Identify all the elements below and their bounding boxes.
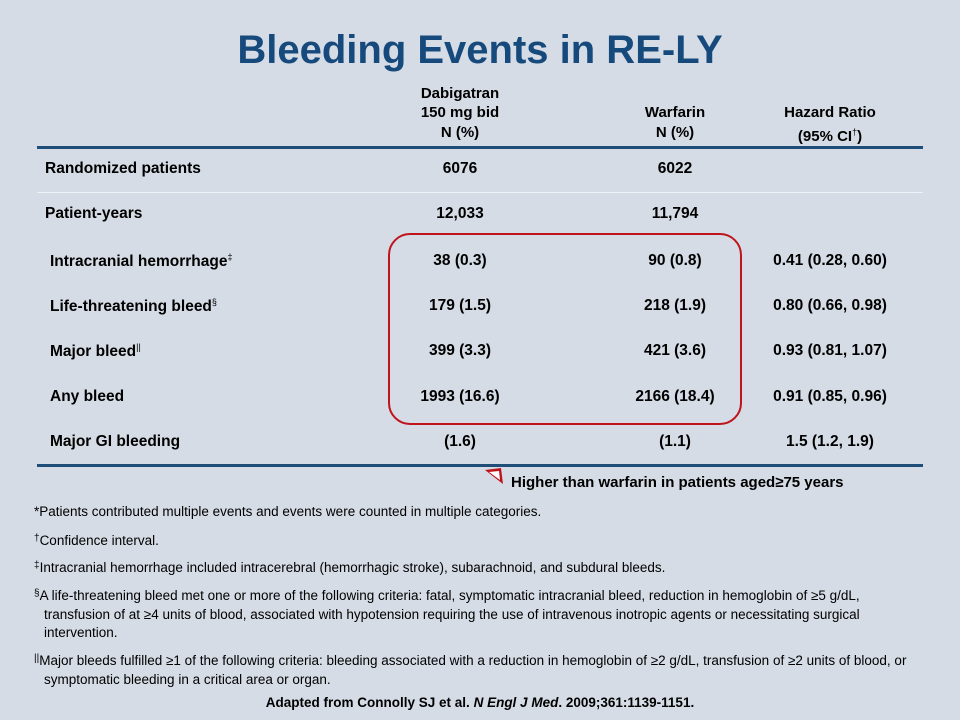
- highlight-box: [388, 233, 742, 425]
- callout-icon: [485, 468, 503, 484]
- table-cell: (1.1): [659, 433, 691, 450]
- table-cell: 1.5 (1.2, 1.9): [786, 433, 874, 450]
- table-cell: 38 (0.3): [433, 252, 487, 269]
- row-divider: [37, 192, 923, 193]
- table-cell: 11,794: [651, 205, 699, 222]
- column-header: Hazard Ratio: [730, 103, 930, 122]
- row-label: Intracranial hemorrhage‡: [50, 252, 232, 271]
- table-cell: 399 (3.3): [428, 342, 492, 359]
- footnote-marker: ‡: [34, 560, 40, 571]
- column-header: Warfarin: [575, 103, 775, 122]
- footnote-marker: §: [34, 588, 40, 599]
- source-text: . 2009;361:1139-1151.: [558, 695, 695, 710]
- header-text: Hazard Ratio: [784, 104, 876, 121]
- row-label-sup: §: [211, 297, 217, 307]
- column-header: N (%): [575, 123, 775, 142]
- header-text: N (%): [655, 123, 695, 141]
- row-label-text: Intracranial hemorrhage: [50, 253, 228, 270]
- footnote: †Confidence interval.: [34, 530, 924, 551]
- footnote-marker: ||: [34, 653, 40, 664]
- source-text: Adapted from Connolly SJ et al.: [265, 695, 474, 710]
- footnote: ‡Intracranial hemorrhage included intrac…: [34, 557, 924, 578]
- row-label-text: Any bleed: [50, 388, 125, 405]
- row-label-sup: ||: [136, 342, 141, 352]
- callout: Higher than warfarin in patients aged≥75…: [511, 474, 844, 491]
- table-cell: 12,033: [436, 205, 484, 222]
- row-label: Major bleed||: [50, 342, 141, 361]
- footnote-text: Patients contributed multiple events and…: [39, 504, 542, 519]
- row-label-text: Major GI bleeding: [50, 433, 181, 450]
- table-cell: 0.91 (0.85, 0.96): [773, 388, 887, 405]
- row-label: Major GI bleeding: [50, 433, 180, 451]
- table-cell: 0.80 (0.66, 0.98): [773, 297, 887, 314]
- header-text: ): [857, 127, 863, 145]
- header-text: 150 mg bid: [420, 104, 500, 121]
- column-header: Dabigatran: [360, 84, 560, 103]
- table-cell: 421 (3.6): [643, 342, 707, 359]
- footnote-text: Confidence interval.: [39, 533, 159, 548]
- header-text: (95% CI: [797, 127, 853, 145]
- column-header: N (%): [360, 123, 560, 142]
- header-text: Dabigatran: [420, 84, 500, 102]
- row-label-text: Randomized patients: [45, 160, 201, 177]
- table-cell: 179 (1.5): [428, 297, 492, 314]
- footnote-text: Intracranial hemorrhage included intrace…: [39, 560, 666, 575]
- table-cell: 0.93 (0.81, 1.07): [773, 342, 887, 359]
- header-text: N (%): [440, 123, 480, 141]
- header-sup: †: [852, 126, 858, 137]
- table-cell: 1993 (16.6): [420, 388, 500, 405]
- title: Bleeding Events in RE-LY: [237, 28, 723, 72]
- footnote-text: A life-threatening bleed met one or more…: [39, 588, 860, 640]
- table-cell: 90 (0.8): [648, 252, 702, 269]
- table-cell: (1.6): [444, 433, 476, 450]
- footnote: *Patients contributed multiple events an…: [34, 503, 924, 522]
- footnote-marker: †: [34, 533, 40, 544]
- row-label: Randomized patients: [45, 160, 201, 178]
- row-label-text: Patient-years: [45, 205, 143, 222]
- row-label: Patient-years: [45, 205, 142, 223]
- row-label-text: Major bleed: [50, 343, 137, 360]
- header-text: Warfarin: [644, 104, 706, 121]
- table-cell: 6022: [657, 160, 693, 177]
- table-top-rule: [37, 146, 923, 149]
- footnote: §A life-threatening bleed met one or mor…: [34, 585, 924, 643]
- column-header: 150 mg bid: [360, 103, 560, 122]
- row-label: Life-threatening bleed§: [50, 297, 217, 316]
- journal: N Engl J Med: [473, 695, 559, 710]
- source: Adapted from Connolly SJ et al. N Engl J…: [0, 695, 960, 710]
- table-cell: 218 (1.9): [643, 297, 707, 314]
- row-label: Any bleed: [50, 388, 124, 406]
- table-cell: 6076: [442, 160, 478, 177]
- column-header: (95% CI†): [730, 123, 930, 146]
- row-label-text: Life-threatening bleed: [50, 298, 212, 315]
- footnote-marker: *: [34, 504, 40, 519]
- footnote-text: Major bleeds fulfilled ≥1 of the followi…: [39, 653, 907, 687]
- table-cell: 2166 (18.4): [635, 388, 715, 405]
- row-label-sup: ‡: [227, 252, 233, 262]
- footnote: ||Major bleeds fulfilled ≥1 of the follo…: [34, 650, 924, 689]
- table-bottom-rule: [37, 464, 923, 467]
- table-cell: 0.41 (0.28, 0.60): [773, 252, 887, 269]
